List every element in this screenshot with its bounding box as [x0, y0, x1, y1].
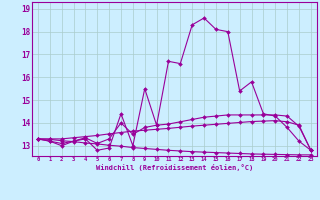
X-axis label: Windchill (Refroidissement éolien,°C): Windchill (Refroidissement éolien,°C) — [96, 164, 253, 171]
